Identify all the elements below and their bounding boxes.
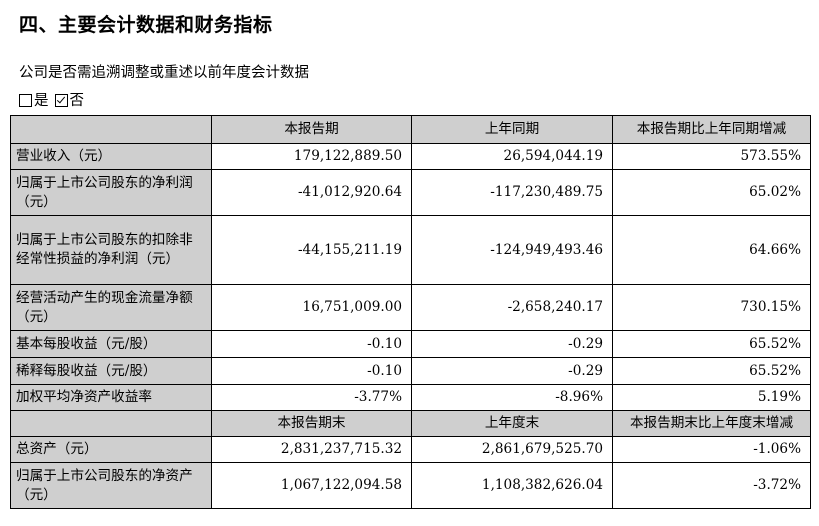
table-row: 归属于上市公司股东的扣除非经常性损益的净利润（元） -44,155,211.19… — [10, 215, 811, 285]
header-cell: 本报告期末比上年度末增减 — [612, 410, 811, 437]
row-label: 总资产（元） — [10, 436, 212, 463]
restatement-options: 是 否 — [19, 89, 90, 110]
no-label: 否 — [69, 93, 85, 109]
no-checkbox[interactable] — [54, 94, 68, 107]
current-value: 2,831,237,715.32 — [211, 436, 412, 463]
header-cell-blank — [10, 115, 212, 144]
header-cell: 上年度末 — [411, 410, 613, 437]
prior-value: 2,861,679,525.70 — [411, 436, 613, 463]
current-value: -0.10 — [211, 357, 412, 385]
prior-value: -8.96% — [411, 384, 613, 411]
yes-checkbox[interactable] — [19, 94, 32, 107]
row-label: 归属于上市公司股东的净资产（元） — [10, 462, 212, 509]
row-label: 归属于上市公司股东的净利润（元） — [10, 169, 212, 216]
prior-value: -124,949,493.46 — [411, 215, 613, 285]
current-value: 179,122,889.50 — [211, 143, 412, 170]
row-label: 基本每股收益（元/股） — [10, 330, 212, 358]
yes-label: 是 — [34, 93, 49, 109]
table-row: 基本每股收益（元/股） -0.10 -0.29 65.52% — [10, 330, 811, 358]
header-cell-blank — [10, 410, 212, 437]
header-cell: 上年同期 — [411, 115, 613, 144]
change-value: 5.19% — [612, 384, 811, 411]
table-row: 加权平均净资产收益率 -3.77% -8.96% 5.19% — [10, 384, 811, 411]
change-value: -3.72% — [612, 462, 811, 509]
table-row: 归属于上市公司股东的净资产（元） 1,067,122,094.58 1,108,… — [10, 462, 811, 509]
prior-value: -117,230,489.75 — [411, 169, 613, 216]
change-value: 65.02% — [612, 169, 811, 216]
row-label: 稀释每股收益（元/股） — [10, 357, 212, 385]
section-title: 四、主要会计数据和财务指标 — [19, 14, 273, 36]
prior-value: -0.29 — [411, 330, 613, 358]
prior-value: -2,658,240.17 — [411, 284, 613, 331]
change-value: 65.52% — [612, 357, 811, 385]
prior-value: 1,108,382,626.04 — [411, 462, 613, 509]
table-header-row: 本报告期末 上年度末 本报告期末比上年度末增减 — [10, 410, 811, 437]
current-value: 16,751,009.00 — [211, 284, 412, 331]
change-value: 64.66% — [612, 215, 811, 285]
prior-value: -0.29 — [411, 357, 613, 385]
change-value: -1.06% — [612, 436, 811, 463]
current-value: 1,067,122,094.58 — [211, 462, 412, 509]
table-row: 稀释每股收益（元/股） -0.10 -0.29 65.52% — [10, 357, 811, 385]
change-value: 65.52% — [612, 330, 811, 358]
header-cell: 本报告期比上年同期增减 — [612, 115, 811, 144]
restatement-question: 公司是否需追溯调整或重述以前年度会计数据 — [19, 65, 309, 81]
current-value: -3.77% — [211, 384, 412, 411]
change-value: 573.55% — [612, 143, 811, 170]
table-row: 归属于上市公司股东的净利润（元） -41,012,920.64 -117,230… — [10, 169, 811, 216]
change-value: 730.15% — [612, 284, 811, 331]
table-row: 营业收入（元） 179,122,889.50 26,594,044.19 573… — [10, 143, 811, 170]
table-row: 总资产（元） 2,831,237,715.32 2,861,679,525.70… — [10, 436, 811, 463]
current-value: -0.10 — [211, 330, 412, 358]
row-label: 归属于上市公司股东的扣除非经常性损益的净利润（元） — [10, 215, 212, 285]
row-label: 营业收入（元） — [10, 143, 212, 170]
table-row: 经营活动产生的现金流量净额（元） 16,751,009.00 -2,658,24… — [10, 284, 811, 331]
prior-value: 26,594,044.19 — [411, 143, 613, 170]
financial-indicators-table: 本报告期 上年同期 本报告期比上年同期增减 营业收入（元） 179,122,88… — [10, 115, 811, 509]
current-value: -44,155,211.19 — [211, 215, 412, 285]
header-cell: 本报告期 — [211, 115, 412, 144]
table-header-row: 本报告期 上年同期 本报告期比上年同期增减 — [10, 115, 811, 144]
current-value: -41,012,920.64 — [211, 169, 412, 216]
header-cell: 本报告期末 — [211, 410, 412, 437]
row-label: 经营活动产生的现金流量净额（元） — [10, 284, 212, 331]
row-label: 加权平均净资产收益率 — [10, 384, 212, 411]
